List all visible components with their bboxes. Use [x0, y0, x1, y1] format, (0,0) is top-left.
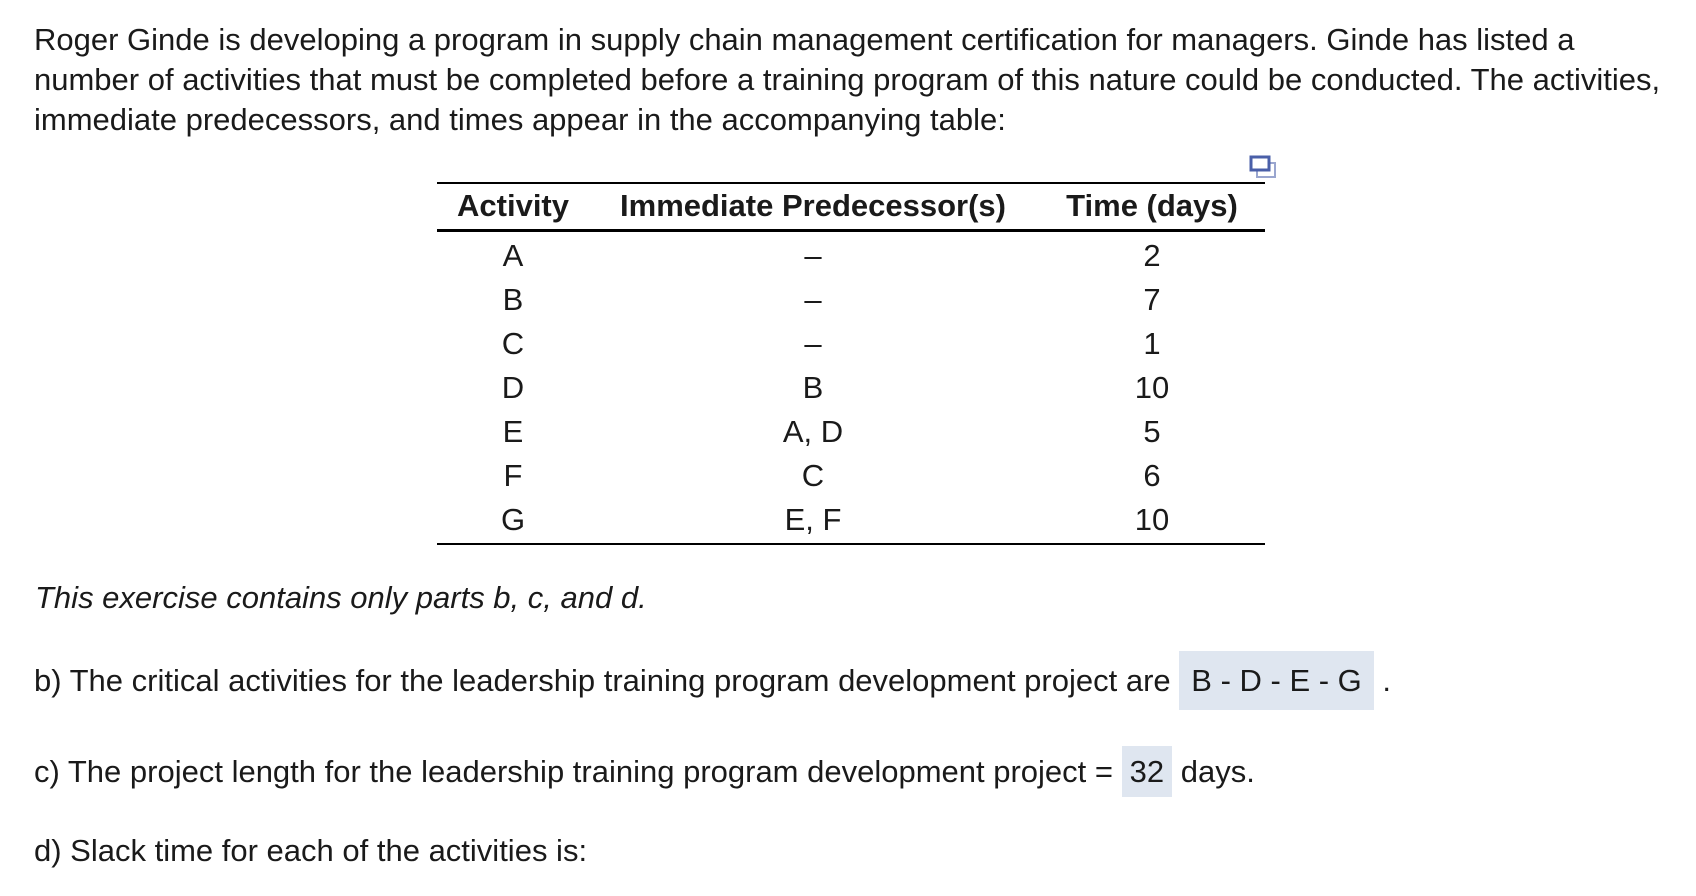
table-cell-predecessors: C	[801, 458, 825, 493]
table-cell-activity: A	[502, 238, 524, 273]
part-b-prefix: b) The critical activities for the leade…	[34, 663, 1171, 698]
table-bottom-rule	[437, 543, 1265, 545]
part-c: c) The project length for the leadership…	[34, 746, 1255, 797]
table-cell-predecessors: –	[804, 326, 822, 361]
part-b: b) The critical activities for the leade…	[34, 651, 1391, 710]
part-d: d) Slack time for each of the activities…	[34, 833, 588, 868]
critical-path-answer[interactable]: B - D - E - G	[1179, 651, 1374, 710]
problem-intro: Roger Ginde is developing a program in s…	[34, 22, 1661, 137]
table-cell-predecessors: –	[804, 282, 822, 317]
table-cell-time: 2	[1143, 238, 1161, 273]
table-cell-predecessors: –	[804, 238, 822, 273]
table-cell-time: 6	[1143, 458, 1161, 493]
column-header-time: Time (days)	[1066, 188, 1238, 223]
table-cell-time: 10	[1134, 502, 1170, 537]
project-length-answer[interactable]: 32	[1121, 746, 1173, 797]
table-cell-activity: B	[502, 282, 524, 317]
table-cell-time: 7	[1143, 282, 1161, 317]
table-cell-activity: E	[502, 414, 524, 449]
table-cell-predecessors: B	[802, 370, 824, 405]
table-cell-activity: D	[501, 370, 525, 405]
table-cell-time: 5	[1143, 414, 1161, 449]
table-cell-predecessors: A, D	[782, 414, 844, 449]
table-cell-activity: G	[500, 502, 526, 537]
table-cell-time: 10	[1134, 370, 1170, 405]
exercise-note: This exercise contains only parts b, c, …	[35, 580, 647, 615]
table-cell-predecessors: E, F	[784, 502, 842, 537]
column-header-predecessors: Immediate Predecessor(s)	[620, 188, 1006, 223]
table-cell-time: 1	[1143, 326, 1161, 361]
table-cell-activity: C	[501, 326, 525, 361]
expand-window-icon[interactable]	[1249, 151, 1277, 178]
table-cell-activity: F	[503, 458, 523, 493]
part-b-suffix: .	[1382, 663, 1392, 698]
part-c-suffix: days.	[1180, 754, 1255, 789]
table-header-rule	[437, 229, 1265, 232]
column-header-activity: Activity	[457, 188, 569, 223]
part-c-prefix: c) The project length for the leadership…	[34, 754, 1114, 789]
table-top-rule	[437, 182, 1265, 184]
